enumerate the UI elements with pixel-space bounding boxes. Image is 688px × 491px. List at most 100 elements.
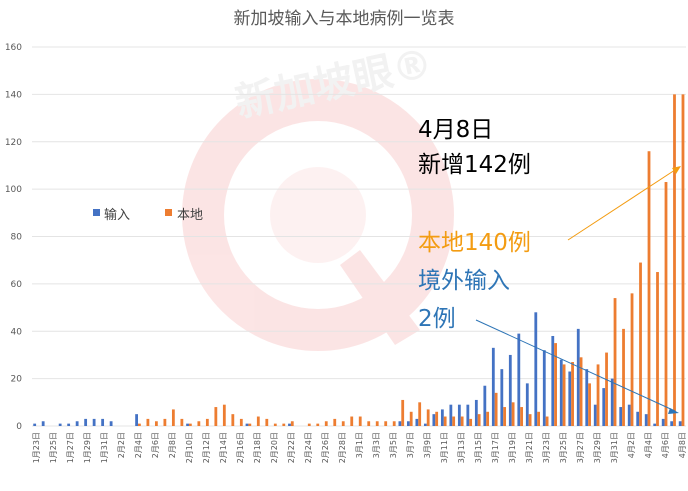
x-tick-label: 3月9日 [423,432,432,458]
x-tick-label: 4月4日 [644,432,653,458]
bar-import [186,423,189,426]
bar-local [222,404,226,426]
bar-local [316,423,320,426]
arrow-local [567,167,679,241]
bar-local [333,418,337,426]
x-tick-label: 3月11日 [440,432,449,463]
bar-import [500,369,504,426]
bar-import [525,383,529,426]
bar-local [214,407,218,426]
y-tick-label: 0 [16,422,22,432]
bar-local [350,416,354,426]
x-tick-label: 4月6日 [661,432,670,458]
bar-local [384,421,388,426]
bar-import [440,409,444,426]
bar-import [92,418,96,426]
bar-local [537,411,540,426]
bar-import [75,421,79,426]
legend: 输入 本地 [93,207,203,223]
bar-local [460,416,464,426]
bar-import [33,423,37,426]
bar-local [503,407,507,426]
bar-local [239,418,243,426]
x-tick-label: 3月5日 [389,432,398,458]
x-tick-label: 3月3日 [372,432,381,458]
x-tick-label: 3月23日 [542,432,551,463]
bar-local [426,409,430,426]
chart-title: 新加坡输入与本地病例一览表 [234,9,455,29]
bar-local [630,293,634,426]
bar-local [307,423,311,426]
arrow-imported-head [668,408,679,414]
bar-local [571,362,574,426]
bar-import [585,369,589,426]
bar-local [494,392,498,426]
y-axis: 0 20 40 60 80 100 120 140 160 [5,43,22,432]
bar-import [610,378,614,426]
bar-import [245,423,249,426]
x-tick-label: 3月25日 [559,432,568,463]
bar-local [137,423,141,426]
annotations: 4月8日 新增142例 本地140例 境外输入 2例 [418,117,681,414]
bar-local [154,421,158,426]
x-tick-label: 2月24日 [304,432,313,463]
x-tick-label: 1月27日 [66,432,75,463]
x-tick-label: 2月14日 [219,432,228,463]
bar-import [678,421,682,426]
bar-local [579,357,583,426]
bar-import [58,423,62,426]
x-tick-label: 3月27日 [576,432,585,463]
bar-import [619,407,623,426]
x-tick-label: 3月21日 [525,432,534,463]
bar-local [554,343,557,426]
x-tick-label: 2月18日 [253,432,262,463]
y-tick-label: 20 [11,375,23,385]
x-tick-label: 3月19日 [508,432,517,463]
bar-import [109,421,113,426]
bar-local [392,421,396,426]
x-tick-label: 3月1日 [355,432,364,458]
x-tick-label: 2月6日 [151,432,160,458]
y-tick-label: 40 [11,327,23,337]
bar-local [409,411,413,426]
bar-import [534,312,538,426]
bar-local [197,421,201,426]
bar-import [135,414,138,426]
bar-import [576,328,580,426]
legend-label-import: 输入 [104,207,130,223]
bar-import [517,333,521,426]
x-tick-label: 2月20日 [270,432,279,463]
bar-local [486,411,490,426]
bar-import [288,423,291,426]
bar-import [542,350,546,426]
bar-import [449,404,453,426]
bar-import [508,354,512,426]
bar-local [435,411,439,426]
x-tick-label: 2月22日 [287,432,296,463]
bar-local [511,402,515,426]
x-tick-label: 3月31日 [610,432,619,463]
bar-local [401,399,405,426]
x-tick-label: 1月25日 [49,432,58,463]
bars [33,94,685,426]
y-tick-label: 120 [5,138,22,148]
annotation-total: 新增142例 [418,152,531,178]
x-tick-label: 1月29日 [83,432,92,463]
bar-import [84,418,88,426]
bar-import [483,385,487,426]
x-tick-label: 1月31日 [100,432,109,463]
x-tick-label: 3月15日 [474,432,483,463]
x-tick-label: 2月4日 [134,432,143,458]
bar-local [605,352,608,426]
bar-import [644,414,648,426]
watermark: 新加坡眼® [182,40,454,351]
annotation-imported: 境外输入 [418,268,510,294]
bar-local [205,418,209,426]
bar-import [491,347,495,426]
bar-local [673,94,676,426]
x-tick-label: 2月10日 [185,432,194,463]
bar-local [171,409,175,426]
x-axis: 1月23日 1月25日 1月27日 1月29日 1月31日 2月2日 2月4日 2月6日 2月8… [32,432,687,463]
bar-local [231,414,235,426]
